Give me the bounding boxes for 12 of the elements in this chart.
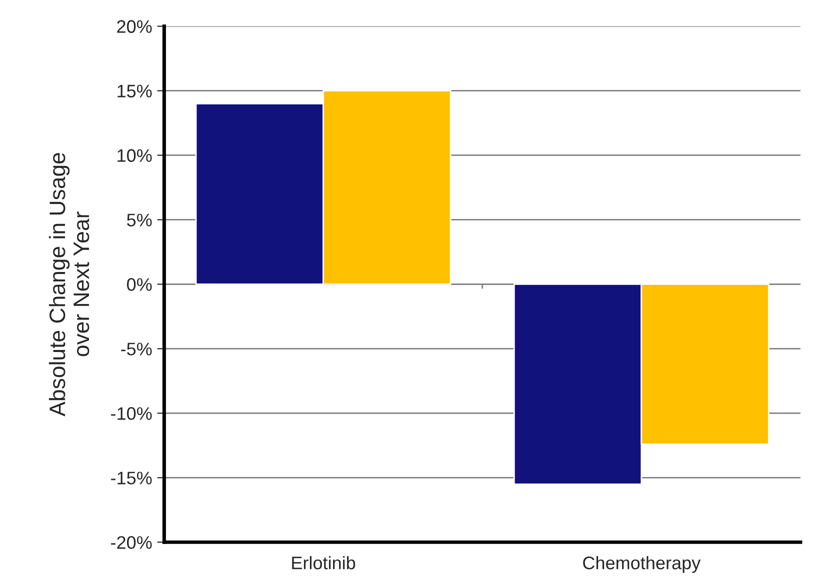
y-tick-label: 20% [117, 20, 152, 33]
y-axis-title: Absolute Change in Usage over Next Year [48, 153, 90, 416]
y-tick-label: 0% [127, 278, 152, 291]
y-tick-label: -10% [111, 407, 152, 420]
y-tick-label: -20% [111, 536, 152, 549]
y-tick-label: 15% [118, 84, 152, 98]
y-tick-label: -15% [111, 472, 152, 484]
y-tick-label: 5% [127, 214, 152, 226]
y-tick-label: 10% [118, 149, 152, 162]
x-tick-label: Erlotinib [292, 556, 356, 570]
y-tick-label: -5% [121, 342, 152, 356]
x-tick-label: Chemotherapy [583, 556, 701, 573]
